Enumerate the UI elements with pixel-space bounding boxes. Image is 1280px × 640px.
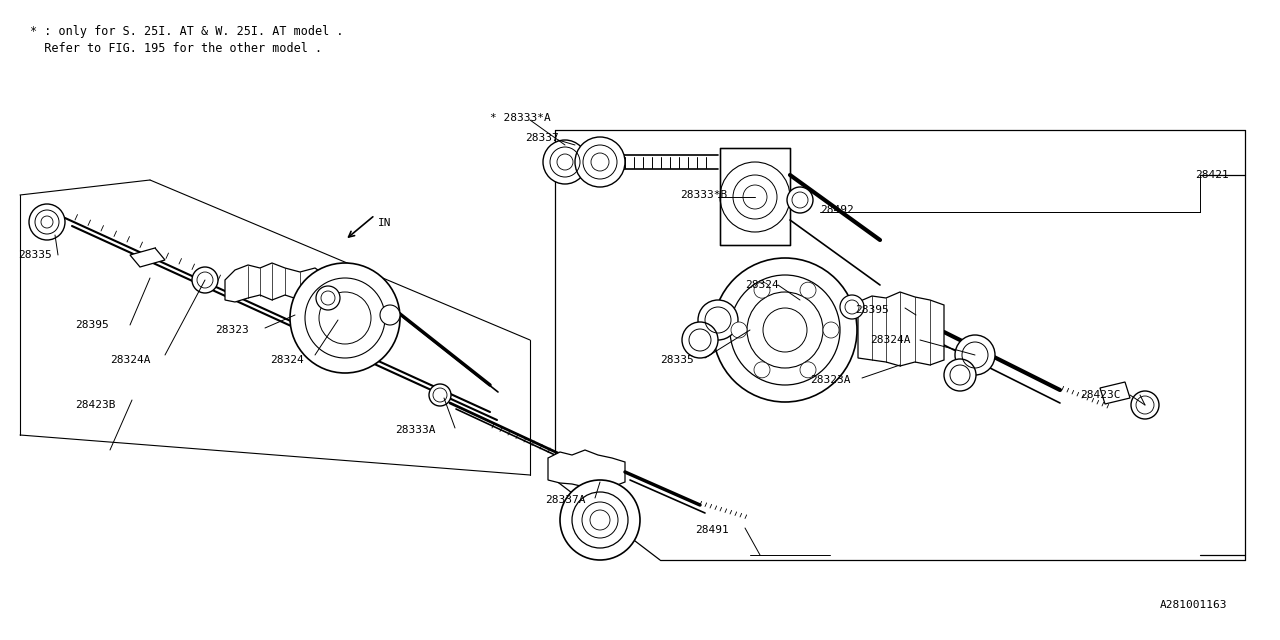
Text: 28395: 28395 <box>855 305 888 315</box>
Text: 28492: 28492 <box>820 205 854 215</box>
Circle shape <box>429 384 451 406</box>
Text: 28333A: 28333A <box>396 425 435 435</box>
Text: Refer to FIG. 195 for the other model .: Refer to FIG. 195 for the other model . <box>29 42 323 55</box>
Text: 28333*B: 28333*B <box>680 190 727 200</box>
Circle shape <box>316 286 340 310</box>
Circle shape <box>29 204 65 240</box>
Text: 28335: 28335 <box>18 250 51 260</box>
Circle shape <box>698 300 739 340</box>
Circle shape <box>682 322 718 358</box>
Circle shape <box>713 258 858 402</box>
Circle shape <box>754 362 771 378</box>
Circle shape <box>575 137 625 187</box>
Circle shape <box>1132 391 1158 419</box>
Circle shape <box>955 335 995 375</box>
Text: 28324A: 28324A <box>110 355 151 365</box>
Text: * : only for S. 25I. AT & W. 25I. AT model .: * : only for S. 25I. AT & W. 25I. AT mod… <box>29 25 343 38</box>
Polygon shape <box>719 148 790 245</box>
Text: 28323A: 28323A <box>810 375 850 385</box>
Text: 28324: 28324 <box>270 355 303 365</box>
Circle shape <box>543 140 588 184</box>
Text: A281001163: A281001163 <box>1160 600 1228 610</box>
Text: 28395: 28395 <box>76 320 109 330</box>
Circle shape <box>787 187 813 213</box>
Circle shape <box>380 305 399 325</box>
Circle shape <box>291 263 399 373</box>
Circle shape <box>731 322 748 338</box>
Text: IN: IN <box>378 218 392 228</box>
Text: 28323: 28323 <box>215 325 248 335</box>
Circle shape <box>800 362 817 378</box>
Polygon shape <box>1100 382 1130 404</box>
Text: 28337A: 28337A <box>545 495 585 505</box>
Circle shape <box>192 267 218 293</box>
Text: 28491: 28491 <box>695 525 728 535</box>
Circle shape <box>945 359 977 391</box>
Polygon shape <box>225 263 325 303</box>
Polygon shape <box>548 450 625 487</box>
Circle shape <box>754 282 771 298</box>
Circle shape <box>561 480 640 560</box>
Text: 28324: 28324 <box>745 280 778 290</box>
Text: 28421: 28421 <box>1196 170 1229 180</box>
Text: 28423C: 28423C <box>1080 390 1120 400</box>
Polygon shape <box>858 292 945 366</box>
Text: 28337: 28337 <box>525 133 559 143</box>
Text: 28335: 28335 <box>660 355 694 365</box>
Text: 28423B: 28423B <box>76 400 115 410</box>
Circle shape <box>840 295 864 319</box>
Polygon shape <box>131 248 165 267</box>
Circle shape <box>800 282 817 298</box>
Text: * 28333*A: * 28333*A <box>490 113 550 123</box>
Circle shape <box>823 322 838 338</box>
Text: 28324A: 28324A <box>870 335 910 345</box>
